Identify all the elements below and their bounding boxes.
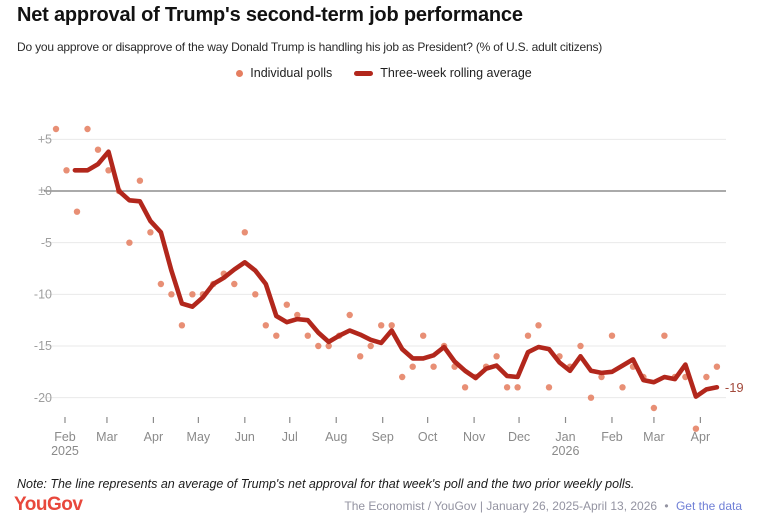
poll-dot [713,363,721,370]
poll-dot [514,384,521,391]
average-line-icon [354,70,374,76]
poll-dot [189,291,196,298]
poll-dot-icon [236,69,244,77]
month-label: Dec [508,430,530,444]
poll-dot [136,177,144,184]
poll-dot [535,322,542,329]
y-axis-label: +5 [38,133,52,147]
poll-dot [94,146,102,153]
poll-dot [346,311,353,319]
poll-dot [703,373,710,381]
poll-dot [157,280,165,288]
poll-dot [388,322,395,329]
y-axis-label: -15 [34,339,52,353]
poll-dot [178,322,186,329]
end-value-label: -19 [725,380,744,395]
poll-dot [325,342,332,350]
y-axis-label: -20 [34,391,52,405]
month-label: Jun [235,430,255,444]
poll-dot [241,229,248,236]
poll-dot [378,322,385,329]
y-axis-label: ±0 [38,184,52,198]
month-label: Apr [691,430,710,444]
yougov-logo: YouGov [14,494,83,515]
month-label: Oct [418,430,438,444]
poll-dot [619,384,626,391]
poll-dot [315,342,322,350]
poll-dot [524,332,532,339]
poll-dot [608,332,616,339]
poll-dot [461,384,469,391]
poll-dot [409,363,416,370]
chart-subtitle: Do you approve or disapprove of the way … [17,40,603,54]
month-label: May [187,430,211,444]
poll-dot [84,125,91,133]
legend-item-rolling-average: Three-week rolling average [354,66,532,80]
footnote: Note: The line represents an average of … [17,477,635,491]
rolling-average-line [72,149,720,399]
month-label: Jul [282,430,298,444]
poll-dot [598,373,605,381]
month-label: Mar [643,430,665,444]
poll-dot [587,394,595,401]
poll-dot [273,332,280,339]
month-label: Aug [325,430,347,444]
poll-dot [304,332,311,339]
poll-dot [503,384,511,391]
poll-dot [105,167,112,174]
source-text: The Economist / YouGov | January 26, 202… [344,499,658,513]
poll-dot [399,373,406,381]
year-label: 2025 [51,444,79,458]
poll-dot [357,353,364,360]
poll-dot [283,301,290,308]
month-label: Sep [372,430,394,444]
separator-dot: • [664,499,669,513]
poll-dot [262,322,269,329]
poll-dot [231,280,238,288]
poll-dot [420,332,427,339]
source-attribution: The Economist / YouGov | January 26, 202… [344,499,742,513]
poll-dot [692,425,700,432]
legend-item-individual-polls: Individual polls [236,66,332,80]
poll-dot [73,208,81,215]
month-label: Feb [54,430,76,444]
poll-dot [168,291,175,298]
month-label: Nov [463,430,486,444]
y-axis-label: -10 [34,288,52,302]
poll-dot [367,342,374,350]
legend-polls-label: Individual polls [250,66,333,80]
poll-dot [126,239,133,246]
poll-dot [577,342,584,350]
month-label: Apr [144,430,163,444]
y-axis-label: -5 [41,236,52,250]
poll-dot [430,363,437,370]
poll-dot [650,404,658,412]
month-label: Feb [601,430,623,444]
poll-dot [63,167,70,174]
poll-dot [252,291,259,298]
poll-dot [147,229,154,236]
month-label: Mar [96,430,118,444]
get-the-data-link[interactable]: Get the data [675,499,742,513]
poll-dot [294,311,301,319]
poll-dot [661,332,668,339]
poll-dot [52,125,60,133]
chart-legend: Individual polls Three-week rolling aver… [0,66,768,80]
chart-title: Net approval of Trump's second-term job … [17,4,523,26]
poll-dot [545,384,553,391]
poll-dot [493,353,500,360]
month-label: Jan [555,430,575,444]
year-label: 2026 [552,444,580,458]
legend-average-label: Three-week rolling average [380,66,532,80]
